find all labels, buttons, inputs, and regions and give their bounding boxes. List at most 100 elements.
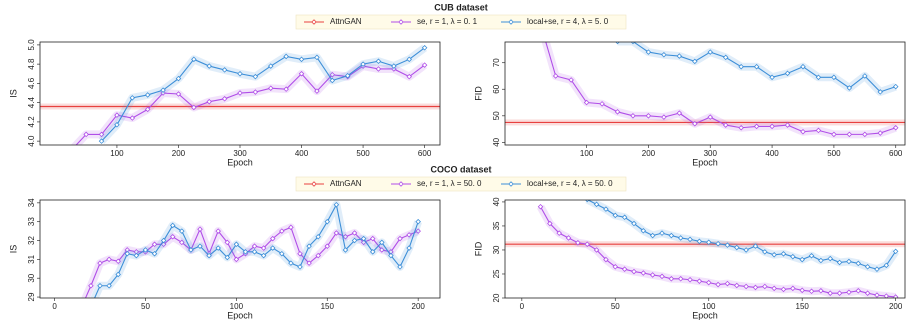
marker [827,290,833,296]
y-tick-label: 33 [27,217,36,226]
marker [612,264,619,270]
marker [175,75,182,82]
marker [752,284,759,291]
marker [268,85,274,91]
marker [206,252,212,259]
marker [97,260,103,266]
marker [645,49,652,55]
marker [836,290,843,296]
marker [351,237,358,244]
y-tick-label: 4.6 [27,77,36,89]
series-line [94,203,419,298]
marker [668,232,675,239]
marker [342,233,349,240]
marker [129,115,136,121]
series-band [90,200,422,298]
plot-area [505,42,905,139]
marker [169,233,176,240]
marker [151,250,158,257]
marker [621,266,628,272]
marker [676,53,683,59]
y-tick-label: 20 [492,293,501,302]
marker [80,314,84,318]
marker [242,249,249,255]
marker [129,95,136,101]
legend-label: local+se, r = 4, λ = 50. 0 [527,179,613,188]
marker [771,251,777,258]
y-tick-label: 5.0 [27,39,36,51]
marker [415,218,421,225]
marker [892,248,899,255]
marker [379,239,385,246]
series-line [75,64,425,145]
marker [251,249,258,255]
marker [615,42,620,45]
legend-label: AttnGAN [330,17,362,26]
marker [722,122,729,128]
x-tick-label: 0 [52,302,57,311]
marker [640,270,647,276]
plot-area [40,44,440,145]
marker [687,236,693,243]
x-tick-label: 400 [765,149,779,158]
x-tick-label: 300 [233,149,247,158]
axes-frame [39,41,441,146]
marker [631,220,637,227]
marker [251,243,258,249]
marker [360,61,366,67]
marker [191,56,197,63]
section-title: COCO dataset [430,164,491,174]
marker [224,239,231,246]
marker [379,247,385,253]
marker [846,289,852,296]
marker [288,260,294,266]
marker [233,256,240,263]
marker [288,224,294,231]
marker [375,58,382,65]
marker [179,228,185,234]
marker [677,235,684,241]
legend-marker [311,181,317,187]
marker [206,98,212,105]
x-tick-label: 100 [702,302,716,311]
marker [406,73,412,80]
series-line [586,200,897,270]
marker [306,260,312,266]
x-tick-label: 100 [580,149,594,158]
marker [279,250,285,257]
axes-frame [504,41,906,146]
legend: AttnGAN se, r = 1, λ = 0. 1 local+se, r = … [295,14,627,30]
marker [892,294,899,298]
marker [583,99,590,106]
marker [89,304,93,308]
marker [668,276,675,282]
marker [406,232,412,238]
marker [314,54,320,61]
marker [692,58,698,65]
x-tick-label: 200 [642,149,656,158]
x-tick-label: 600 [418,149,432,158]
marker [692,120,698,127]
marker [883,262,890,269]
marker [846,131,853,138]
marker [780,251,787,257]
marker [375,66,382,72]
marker [724,242,731,248]
marker [818,288,824,294]
plot-area [505,200,905,298]
marker [874,292,880,298]
marker [864,264,871,270]
x-axis-label: Epoch [692,310,718,320]
x-tick-label: 150 [796,302,810,311]
x-axis-label: Epoch [227,310,253,320]
marker [333,201,340,208]
marker [762,283,768,290]
axes-frame [39,199,441,299]
section-title: CUB dataset [434,2,488,12]
marker [855,288,862,294]
marker [269,245,276,251]
marker [815,127,822,134]
marker [298,56,305,63]
marker [297,250,303,257]
